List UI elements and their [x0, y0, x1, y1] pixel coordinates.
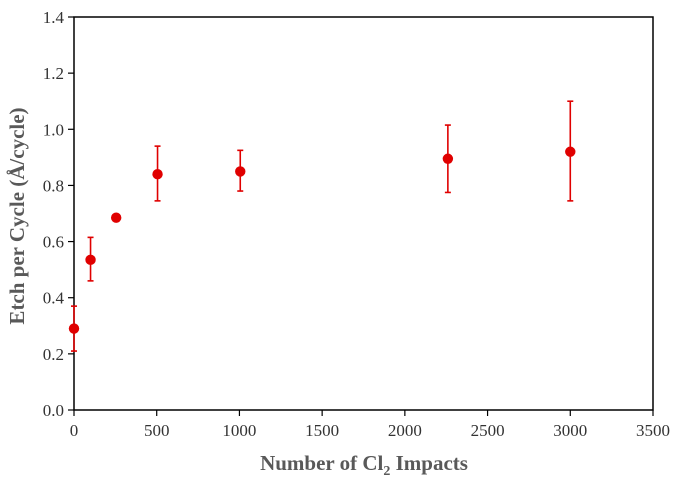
- y-tick-label: 1.0: [43, 120, 64, 139]
- x-tick-label: 2500: [471, 421, 505, 440]
- y-tick-label: 1.4: [43, 8, 65, 27]
- data-point: [235, 166, 246, 177]
- x-tick-label: 1000: [222, 421, 256, 440]
- y-tick-label: 0.2: [43, 345, 64, 364]
- data-point: [442, 153, 454, 164]
- x-axis-title-rest: Impacts: [390, 451, 468, 475]
- data-points: [68, 146, 576, 334]
- y-tick-label: 0.6: [43, 233, 64, 252]
- x-axis-title: Number of Cl2 Impacts: [260, 451, 468, 477]
- data-point: [110, 212, 122, 223]
- x-axis-title-main: Number of Cl: [260, 451, 383, 475]
- x-tick-label: 3000: [553, 421, 587, 440]
- error-bars: [71, 100, 574, 352]
- x-tick-label: 1500: [305, 421, 339, 440]
- y-tick-label: 0.4: [43, 289, 65, 308]
- data-point: [85, 254, 96, 266]
- x-axis-title-subscript: 2: [383, 464, 390, 477]
- x-axis-ticks: 0 500 1000 1500 2000 2500 3000 3500: [70, 410, 670, 440]
- x-tick-label: 500: [144, 421, 170, 440]
- plot-frame: [73, 16, 654, 411]
- y-tick-label: 0.8: [43, 176, 64, 195]
- data-point: [565, 146, 576, 157]
- y-axis-ticks: 0.0 0.2 0.4 0.6 0.8 1.0 1.2 1.4: [43, 8, 74, 420]
- data-point: [152, 169, 163, 180]
- axes: [73, 16, 654, 411]
- y-tick-label: 1.2: [43, 64, 64, 83]
- y-axis-title: Etch per Cycle (Å/cycle): [5, 107, 29, 324]
- x-tick-label: 2000: [388, 421, 422, 440]
- x-tick-label: 3500: [636, 421, 670, 440]
- y-tick-label: 0.0: [43, 401, 64, 420]
- x-tick-label: 0: [70, 421, 79, 440]
- data-point: [68, 323, 80, 334]
